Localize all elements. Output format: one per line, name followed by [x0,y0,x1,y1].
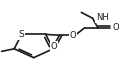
Text: O: O [69,31,76,40]
Text: O: O [112,23,119,32]
Text: S: S [19,30,25,39]
Text: O: O [51,42,58,51]
Text: NH: NH [96,13,109,22]
